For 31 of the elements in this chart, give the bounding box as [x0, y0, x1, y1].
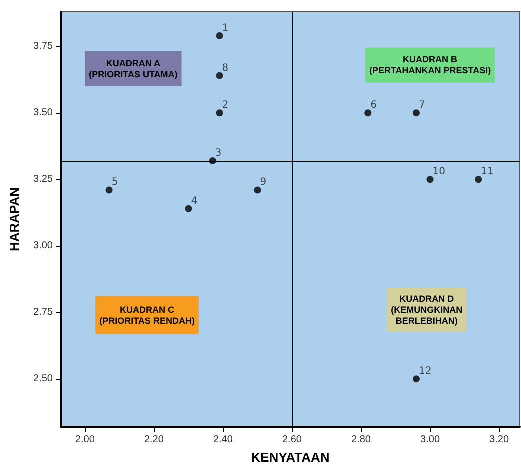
- x-tick-label: 2.80: [352, 434, 372, 446]
- series-label: 3: [215, 148, 222, 159]
- series-label: 7: [418, 100, 426, 112]
- y-tick-label: 3.00: [34, 240, 54, 252]
- x-tick-label: 2.20: [144, 434, 164, 446]
- y-tick-label: 3.75: [34, 41, 54, 52]
- series-label: 8: [222, 62, 229, 74]
- series-label: 11: [481, 166, 494, 178]
- x-tick-label: 3.20: [490, 434, 510, 446]
- series-label: 4: [191, 196, 198, 207]
- series-label: 2: [222, 100, 229, 112]
- series-label: 10: [432, 166, 446, 178]
- x-tick-label: 2.40: [213, 434, 234, 446]
- x-axis-title: KENYATAAN: [251, 450, 330, 465]
- y-tick-label: 3.25: [34, 174, 54, 186]
- series-label: 1: [222, 22, 229, 34]
- series-label: 5: [112, 177, 118, 188]
- annotation: KUADRAN A (PRIORITAS UTAMA): [89, 58, 178, 80]
- series-label: 12: [418, 366, 432, 378]
- x-tick-label: 3.00: [420, 434, 440, 446]
- y-tick-label: 2.75: [34, 307, 54, 318]
- y-tick-label: 3.50: [34, 108, 54, 119]
- x-tick-label: 2.00: [75, 434, 96, 446]
- annotation: KUADRAN B (PERTAHANKAN PRESTASI): [369, 54, 492, 76]
- annotation: KUADRAN C (PRIORITAS RENDAH): [100, 304, 195, 326]
- x-tick-label: 2.60: [282, 434, 302, 446]
- y-axis-title: HARAPAN: [7, 187, 22, 252]
- annotation: KUADRAN D (KEMUNGKINAN BERLEBIHAN): [391, 294, 463, 326]
- y-tick-label: 2.50: [34, 374, 54, 385]
- series-label: 9: [260, 177, 267, 188]
- series-label: 6: [370, 100, 378, 112]
